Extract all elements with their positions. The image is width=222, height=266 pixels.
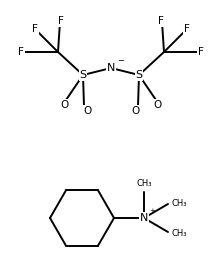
Text: F: F [58, 16, 64, 26]
Text: O: O [131, 106, 139, 116]
Text: F: F [18, 47, 24, 57]
Text: N: N [107, 63, 115, 73]
Text: CH₃: CH₃ [172, 198, 188, 207]
Text: +: + [149, 208, 155, 214]
Text: O: O [154, 100, 162, 110]
Text: CH₃: CH₃ [136, 179, 152, 188]
Text: S: S [135, 70, 143, 80]
Text: F: F [198, 47, 204, 57]
Text: F: F [158, 16, 164, 26]
Text: O: O [83, 106, 91, 116]
Text: S: S [79, 70, 87, 80]
Text: O: O [60, 100, 68, 110]
Text: N: N [140, 213, 148, 223]
Text: F: F [184, 24, 190, 34]
Text: CH₃: CH₃ [172, 228, 188, 238]
Text: −: − [117, 56, 124, 65]
Text: F: F [32, 24, 38, 34]
